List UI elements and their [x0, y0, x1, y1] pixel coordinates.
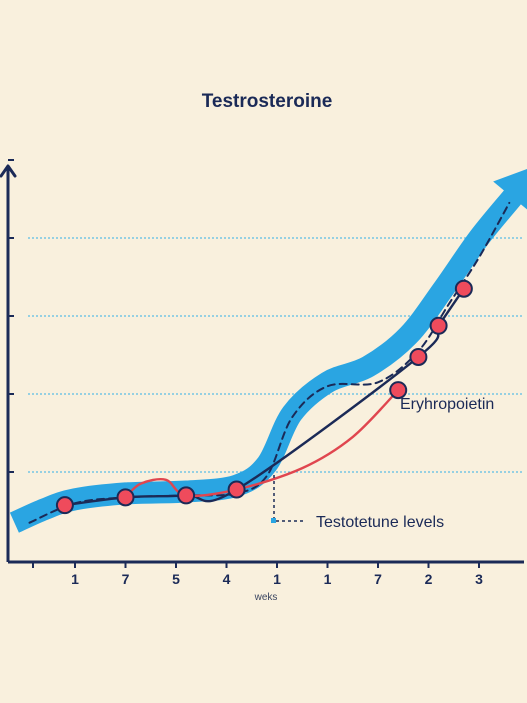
x-tick-label: 5	[172, 571, 180, 587]
marker-layer	[55, 279, 473, 515]
data-point-marker	[389, 381, 408, 400]
chart-title: Testrosteroine	[202, 91, 333, 112]
data-point-marker	[116, 488, 135, 507]
data-point-marker	[177, 486, 196, 505]
data-point-marker	[227, 480, 246, 499]
data-point-marker	[409, 347, 428, 366]
annotation-erythropoietin: Eryhropoietin	[400, 396, 494, 413]
x-tick-label: 1	[324, 571, 332, 587]
series-trend-arrowhead	[493, 168, 527, 210]
x-ticks: 1 7 5 4 1 1 7 2 3	[32, 562, 483, 587]
series-layer	[9, 168, 527, 533]
x-tick-label: 3	[475, 571, 483, 587]
x-axis-label: weks	[254, 592, 278, 603]
annotations: Eryhropoietin Testotetune levels	[271, 396, 494, 531]
annotation-leader-line	[273, 475, 303, 522]
annotation-marker-square	[271, 518, 276, 523]
series-trend-band	[9, 188, 523, 533]
axes	[0, 159, 524, 564]
series-erythropoietin-line	[124, 388, 400, 499]
x-tick-label: 2	[425, 571, 433, 587]
data-point-marker	[454, 279, 473, 298]
x-tick-label: 4	[223, 571, 231, 587]
x-tick-label: 7	[122, 571, 130, 587]
y-axis-arrowhead	[0, 164, 17, 178]
data-point-marker	[55, 496, 74, 515]
annotation-testosterone-levels: Testotetune levels	[316, 514, 444, 531]
data-point-marker	[429, 316, 448, 335]
x-tick-label: 1	[273, 571, 281, 587]
x-tick-label: 7	[374, 571, 382, 587]
x-tick-label: 1	[71, 571, 79, 587]
